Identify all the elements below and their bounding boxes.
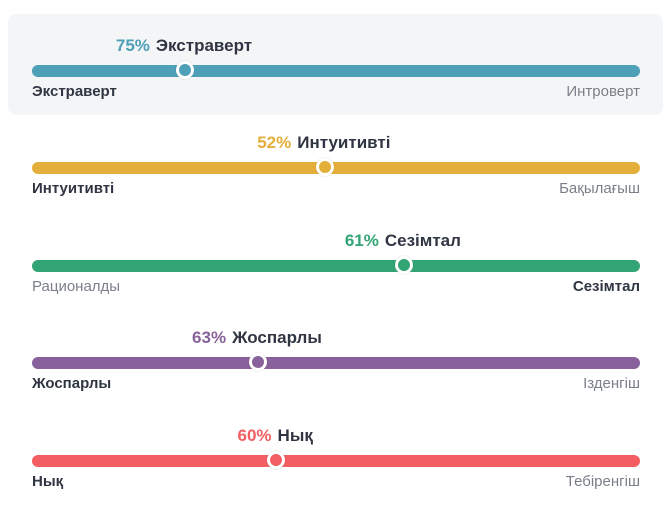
- trait-headline: 61% Сезімтал: [345, 231, 461, 251]
- trait-headline: 52% Интуитивті: [257, 133, 390, 153]
- trait-energy: 75% Экстраверт Экстраверт Интроверт: [0, 36, 671, 116]
- trait-track: [32, 455, 640, 467]
- trait-percent: 61%: [344, 231, 379, 250]
- trait-nature: 61% Сезімтал Рационалды Сезімтал: [0, 231, 671, 311]
- trait-slider-knob[interactable]: [267, 451, 286, 469]
- trait-right-pole: Бақылағыш: [559, 180, 640, 197]
- trait-track: [32, 162, 640, 174]
- trait-left-pole: Нық: [32, 473, 64, 490]
- trait-percent: 52%: [257, 133, 292, 152]
- trait-name: Сезімтал: [384, 231, 461, 250]
- trait-mind: 52% Интуитивті Интуитивті Бақылағыш: [0, 133, 671, 213]
- trait-right-pole: Сезімтал: [572, 278, 640, 295]
- trait-left-pole: Жоспарлы: [32, 375, 112, 392]
- trait-name: Жоспарлы: [232, 328, 322, 347]
- trait-right-pole: Интроверт: [566, 83, 640, 100]
- trait-headline: 75% Экстраверт: [116, 36, 252, 56]
- trait-name: Экстраверт: [155, 36, 253, 55]
- trait-track: [32, 65, 640, 77]
- trait-track: [32, 357, 640, 369]
- trait-slider-knob[interactable]: [394, 256, 413, 274]
- trait-slider-knob[interactable]: [315, 158, 334, 176]
- trait-right-pole: Ізденгіш: [583, 375, 640, 392]
- trait-percent: 63%: [192, 328, 227, 347]
- trait-tactics: 63% Жоспарлы Жоспарлы Ізденгіш: [0, 328, 671, 408]
- trait-identity: 60% Нық Нық Тебіренгіш: [0, 426, 671, 506]
- trait-headline: 63% Жоспарлы: [192, 328, 322, 348]
- trait-left-pole: Рационалды: [32, 278, 121, 295]
- trait-track: [32, 260, 640, 272]
- trait-right-pole: Тебіренгіш: [565, 473, 640, 490]
- trait-headline: 60% Нық: [238, 426, 313, 446]
- trait-name: Интуитивті: [297, 133, 391, 152]
- trait-left-pole: Экстраверт: [32, 83, 117, 100]
- trait-percent: 75%: [115, 36, 150, 55]
- trait-slider-knob[interactable]: [176, 61, 194, 79]
- trait-percent: 60%: [237, 426, 272, 445]
- trait-name: Нық: [277, 426, 313, 445]
- trait-slider-knob[interactable]: [248, 353, 267, 371]
- highlight-card: [8, 14, 663, 115]
- trait-left-pole: Интуитивті: [32, 180, 115, 197]
